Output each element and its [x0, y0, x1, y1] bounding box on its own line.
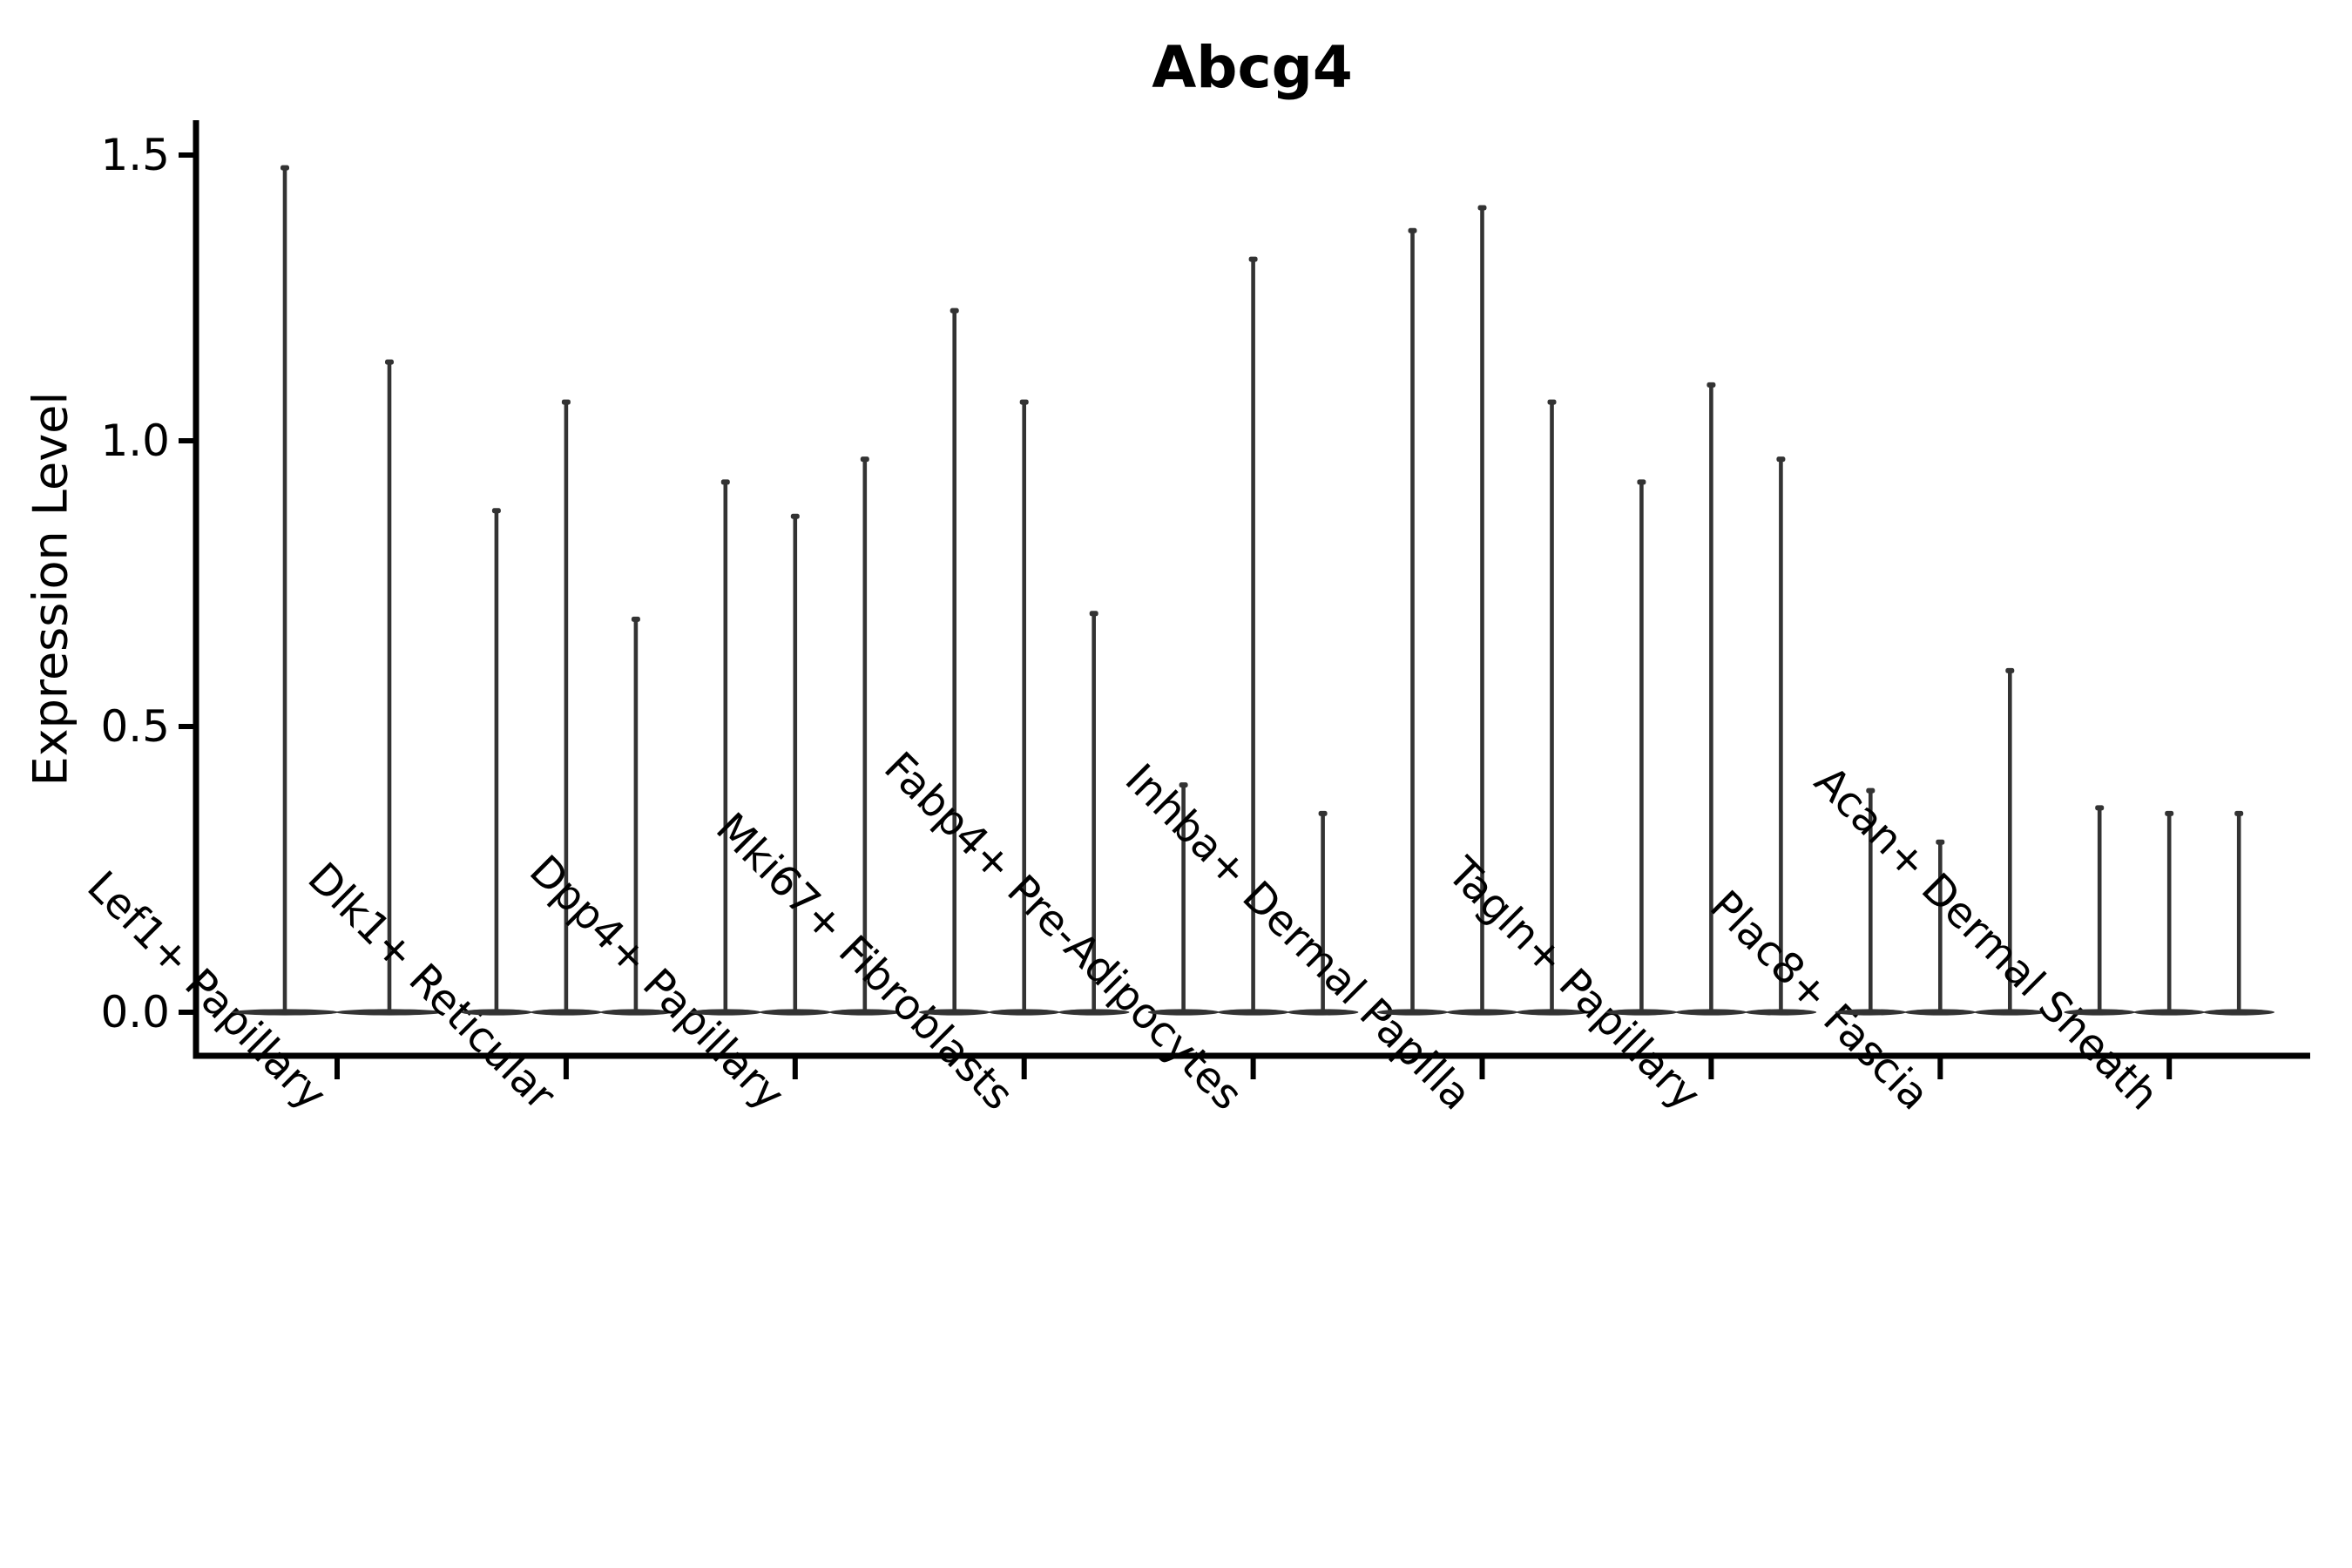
x-tick [792, 1056, 798, 1079]
violin-spike-tip [1547, 399, 1557, 405]
violin-spike-tip [860, 456, 869, 463]
violin-spike [1480, 206, 1484, 1013]
violin-spike [952, 309, 956, 1012]
violin-spike-tip [1019, 399, 1029, 405]
y-tick [179, 152, 196, 158]
y-axis-spine [193, 120, 199, 1059]
violin-spike-tip [1637, 479, 1646, 485]
violin-spike-tip [561, 399, 571, 405]
violin-spike [387, 361, 392, 1012]
violin-spike [1022, 401, 1026, 1013]
x-tick [1708, 1056, 1714, 1079]
violin-spike-tip [2234, 810, 2244, 816]
violin-spike-tip [950, 308, 959, 314]
violin-spike [1410, 229, 1415, 1012]
violin-spike-tip [2165, 810, 2174, 816]
violin-spike [2166, 812, 2172, 1012]
violin-spike [2236, 812, 2241, 1012]
x-tick [563, 1056, 569, 1079]
violin-spike-tip [1408, 227, 1417, 233]
violin-spike-tip [631, 616, 640, 622]
violin-spike [793, 515, 798, 1012]
violin-spike [1938, 841, 1943, 1012]
violin-spike-tip [1776, 456, 1786, 463]
x-tick-label: Plac8+ Fascia [1700, 882, 1939, 1120]
x-tick [1250, 1056, 1256, 1079]
y-tick [179, 724, 196, 729]
violin-spike [1639, 480, 1644, 1012]
violin-spike-tip [1179, 782, 1188, 788]
x-tick [1479, 1056, 1485, 1079]
plot-title: Abcg4 [1152, 34, 1353, 101]
y-tick [179, 438, 196, 443]
violin-spike [2097, 806, 2102, 1012]
y-tick [179, 1010, 196, 1015]
violin-spike [633, 618, 639, 1012]
violin-spike-tip [790, 513, 800, 519]
x-tick [335, 1056, 340, 1079]
violin-spike-tip [2095, 805, 2105, 811]
violin-spike [1779, 457, 1783, 1012]
violin-spike-tip [720, 479, 730, 485]
violin-spike [862, 457, 868, 1012]
violin-spike [494, 509, 499, 1012]
y-tick-label: 0.0 [100, 987, 170, 1037]
violin-spike-tip [1866, 787, 1876, 794]
violin-spike [1251, 258, 1255, 1013]
violin-spike [1709, 383, 1713, 1012]
violin-spike-tip [1707, 382, 1716, 388]
violin-spike-tip [2005, 667, 2015, 673]
violin-spike-tip [1477, 205, 1487, 211]
violin-spike [723, 480, 728, 1012]
violin-spike [1869, 789, 1873, 1012]
x-tick [1937, 1056, 1943, 1079]
violin-spike-tip [1318, 810, 1328, 816]
x-tick [1021, 1056, 1027, 1079]
violin-spike [1550, 401, 1554, 1013]
violin-spike-tip [1089, 611, 1098, 617]
violin-spike [1321, 812, 1325, 1012]
violin-spike-tip [280, 165, 289, 171]
x-tick-label: Tagln+ Papillary [1437, 848, 1709, 1119]
violin-spike [1092, 612, 1096, 1012]
y-tick-label: 1.0 [100, 416, 170, 466]
violin-spike [564, 401, 569, 1013]
x-tick-label: Dpp4+ Papillary [520, 846, 794, 1119]
x-tick-label: Dlk1+ Reticular [298, 854, 564, 1120]
violin-spike [1181, 783, 1186, 1012]
violin-spike-tip [385, 359, 394, 365]
y-tick-label: 1.5 [100, 130, 170, 180]
y-tick-label: 0.5 [100, 701, 170, 752]
violin-spike [2008, 669, 2012, 1012]
violin-spike-tip [1936, 839, 1945, 845]
violin-spike-tip [491, 508, 501, 514]
violin-spike [282, 166, 287, 1012]
violin-spike-tip [1248, 256, 1258, 262]
x-tick [2166, 1056, 2173, 1079]
